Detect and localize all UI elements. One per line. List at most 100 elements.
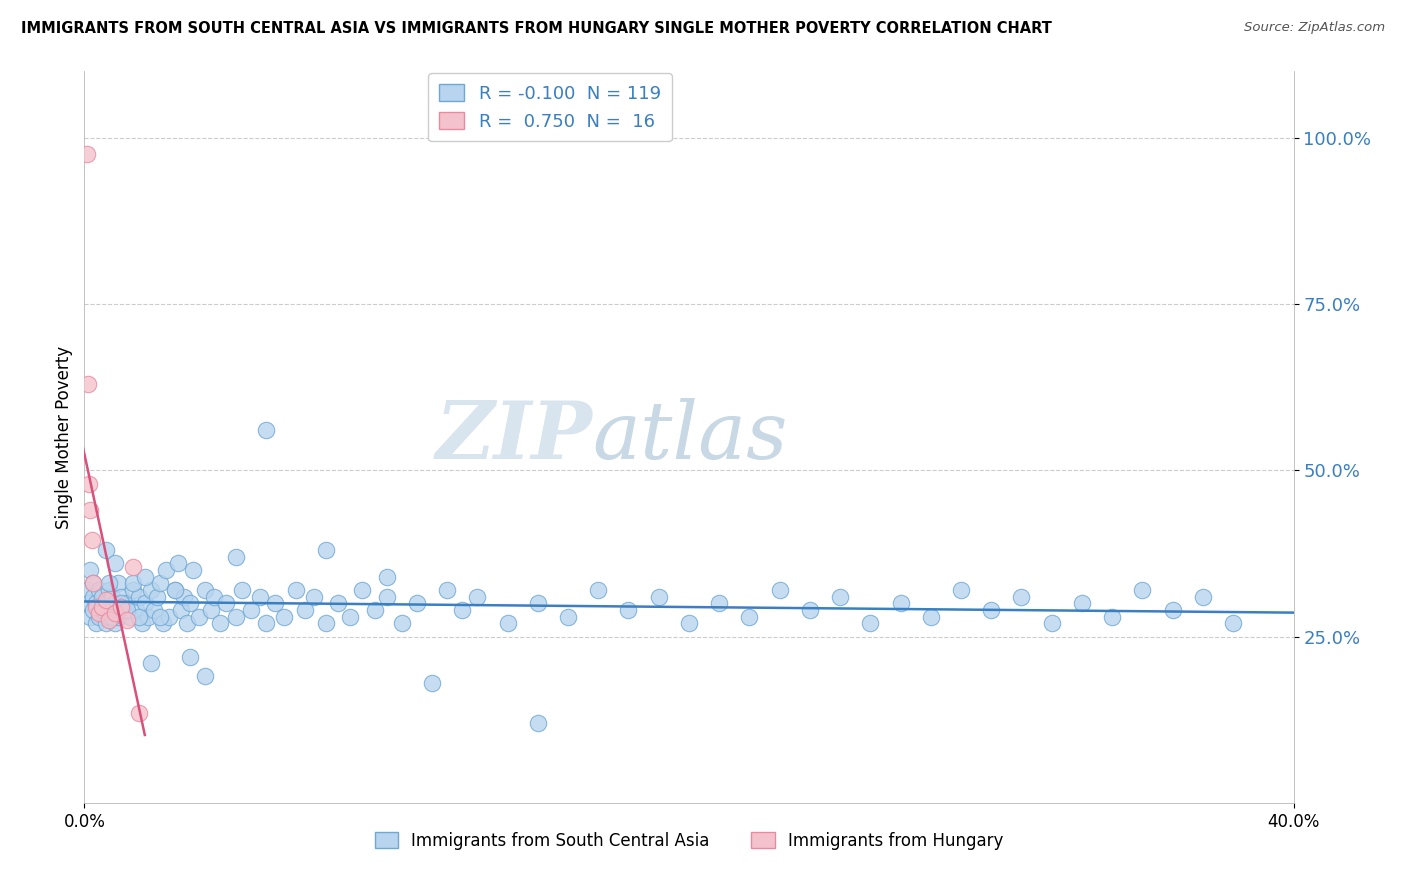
Point <box>1222 616 1244 631</box>
Point <box>125 603 148 617</box>
Point <box>225 609 247 624</box>
Point <box>149 576 172 591</box>
Point <box>79 503 101 517</box>
Point <box>285 582 308 597</box>
Point <box>139 582 162 597</box>
Point <box>86 616 108 631</box>
Point <box>1192 590 1215 604</box>
Point <box>254 424 277 438</box>
Point <box>94 543 117 558</box>
Point <box>294 603 316 617</box>
Point <box>77 582 100 597</box>
Point <box>1071 596 1094 610</box>
Point <box>128 609 150 624</box>
Point <box>557 609 579 624</box>
Point <box>254 616 277 631</box>
Point <box>830 590 852 604</box>
Point <box>273 609 295 624</box>
Point <box>89 582 111 597</box>
Point <box>249 590 271 604</box>
Point <box>709 596 731 610</box>
Point <box>1040 616 1063 631</box>
Point <box>97 613 120 627</box>
Point <box>155 563 177 577</box>
Point <box>648 590 671 604</box>
Y-axis label: Single Mother Poverty: Single Mother Poverty <box>55 345 73 529</box>
Point <box>94 616 117 631</box>
Point <box>91 599 114 614</box>
Point <box>209 616 232 631</box>
Point <box>104 596 127 610</box>
Text: Source: ZipAtlas.com: Source: ZipAtlas.com <box>1244 21 1385 34</box>
Point <box>131 616 153 631</box>
Point <box>194 669 217 683</box>
Legend: Immigrants from South Central Asia, Immigrants from Hungary: Immigrants from South Central Asia, Immi… <box>368 825 1010 856</box>
Point <box>91 590 114 604</box>
Point <box>89 607 111 621</box>
Point <box>263 596 285 610</box>
Point <box>110 599 132 614</box>
Point <box>202 590 225 604</box>
Point <box>1130 582 1153 597</box>
Point <box>859 616 882 631</box>
Point <box>134 596 156 610</box>
Point <box>527 596 550 610</box>
Point <box>920 609 942 624</box>
Point <box>110 590 132 604</box>
Point <box>152 616 174 631</box>
Point <box>121 582 143 597</box>
Point <box>100 609 122 624</box>
Point <box>82 576 104 591</box>
Point <box>194 582 217 597</box>
Point <box>94 593 117 607</box>
Point <box>107 609 129 624</box>
Point <box>302 590 325 604</box>
Point <box>86 596 108 610</box>
Point <box>406 596 429 610</box>
Point <box>328 596 350 610</box>
Point <box>496 616 519 631</box>
Point <box>980 603 1002 617</box>
Point <box>82 576 104 591</box>
Point <box>436 582 458 597</box>
Point <box>94 596 117 610</box>
Point <box>179 649 201 664</box>
Point <box>165 582 187 597</box>
Point <box>100 603 122 617</box>
Point <box>157 609 180 624</box>
Point <box>617 603 640 617</box>
Point <box>121 576 143 591</box>
Text: atlas: atlas <box>592 399 787 475</box>
Text: ZIP: ZIP <box>436 399 592 475</box>
Text: IMMIGRANTS FROM SOUTH CENTRAL ASIA VS IMMIGRANTS FROM HUNGARY SINGLE MOTHER POVE: IMMIGRANTS FROM SOUTH CENTRAL ASIA VS IM… <box>21 21 1052 36</box>
Point <box>391 616 413 631</box>
Point <box>420 676 443 690</box>
Point <box>315 616 337 631</box>
Point <box>104 607 127 621</box>
Point <box>231 582 253 597</box>
Point <box>80 533 103 548</box>
Point <box>115 613 138 627</box>
Point <box>179 596 201 610</box>
Point <box>134 570 156 584</box>
Point <box>115 603 138 617</box>
Point <box>181 563 204 577</box>
Point <box>149 609 172 624</box>
Point <box>142 603 165 617</box>
Point <box>104 616 127 631</box>
Point <box>678 616 700 631</box>
Point <box>100 590 122 604</box>
Point <box>1011 590 1033 604</box>
Point <box>104 557 127 571</box>
Point <box>799 603 821 617</box>
Point <box>121 559 143 574</box>
Point <box>890 596 912 610</box>
Point <box>239 603 262 617</box>
Point <box>86 599 108 614</box>
Point <box>77 376 100 391</box>
Point <box>128 590 150 604</box>
Point <box>170 603 193 617</box>
Point <box>200 603 222 617</box>
Point <box>77 476 100 491</box>
Point <box>89 609 111 624</box>
